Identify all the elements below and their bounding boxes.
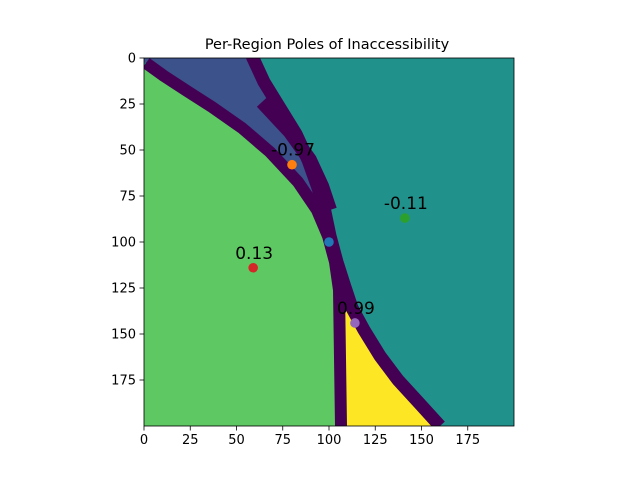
pole-label: 0.99 [337,299,375,319]
boundary-band [144,58,445,426]
y-tick-label: 50 [119,144,136,159]
pole-markers: -0.97 -0.11 0.13 0.99 [235,141,428,328]
pole-marker [248,262,258,273]
pole-label: -0.97 [271,141,315,161]
pole-label: -0.11 [384,194,428,214]
pole-label: 0.13 [235,244,273,264]
x-tick-label: 25 [182,433,199,448]
pole-marker [400,213,410,223]
y-tick-label: 125 [111,282,136,297]
x-tick-label: 175 [455,433,480,448]
x-tick-label: 50 [228,433,245,448]
region-green [144,66,338,426]
x-tick-label: 100 [317,433,342,448]
heatmap-image [144,58,514,426]
y-axis: 0 25 50 75 100 125 150 175 [111,52,144,389]
y-tick-label: 25 [119,98,136,113]
x-tick-label: 150 [409,433,434,448]
y-tick-label: 175 [111,374,136,389]
x-tick-label: 75 [274,433,291,448]
y-tick-label: 75 [119,190,136,205]
y-tick-label: 150 [111,328,136,343]
x-axis: 0 25 50 75 100 125 150 175 [140,426,480,448]
pole-marker [324,237,334,247]
region-yellow [342,294,432,426]
chart-title: Per-Region Poles of Inaccessibility [205,37,450,53]
pole-marker [350,318,360,328]
y-tick-label: 0 [128,52,136,67]
pole-marker [287,159,297,170]
y-tick-label: 100 [111,236,136,251]
x-tick-label: 125 [363,433,388,448]
x-tick-label: 0 [140,433,148,448]
